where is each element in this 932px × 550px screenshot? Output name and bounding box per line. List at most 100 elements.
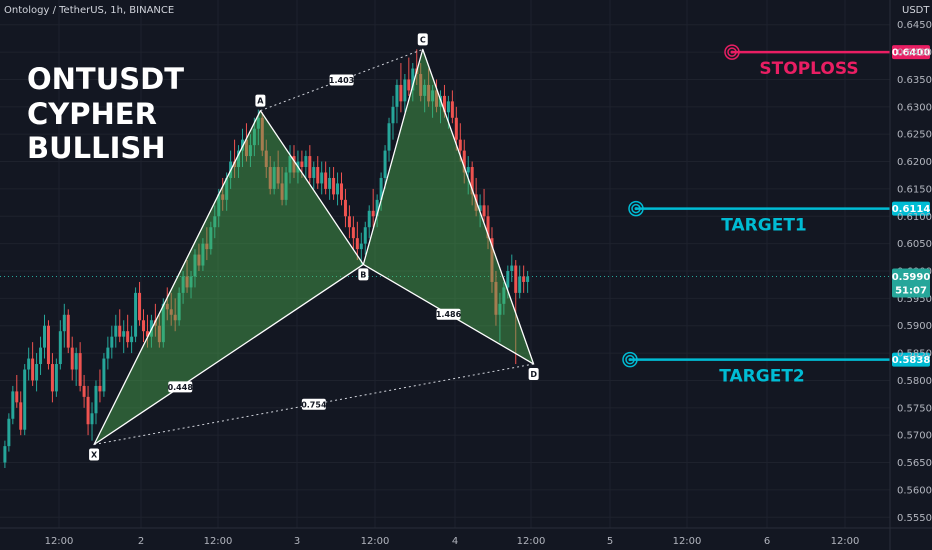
candle-body bbox=[328, 177, 332, 189]
candle-body bbox=[62, 314, 66, 332]
candle-body bbox=[126, 331, 130, 343]
candle-body bbox=[225, 177, 229, 200]
candle-body bbox=[161, 303, 165, 343]
candle-body bbox=[82, 385, 86, 397]
candle-body bbox=[395, 84, 399, 107]
candle-body bbox=[169, 309, 173, 315]
candle-body bbox=[506, 271, 510, 288]
candle-body bbox=[518, 276, 522, 293]
target-icon bbox=[622, 351, 638, 368]
candle-body bbox=[7, 418, 11, 447]
candle-body bbox=[173, 314, 177, 321]
candle-body bbox=[375, 199, 379, 217]
target-icon-ring bbox=[631, 203, 641, 214]
x-tick-label: 12:00 bbox=[517, 536, 546, 547]
price-levels: STOPLOSS 0.6400 TARGET1 0.6114 TARGET2 0.5838 bbox=[622, 44, 931, 387]
candle-body bbox=[324, 172, 328, 189]
candle-body bbox=[292, 156, 296, 173]
y-tick-label: 0.6300 bbox=[897, 102, 932, 113]
candle-body bbox=[336, 183, 340, 195]
candle-body bbox=[54, 364, 58, 392]
candle-body bbox=[35, 364, 39, 381]
candle-body bbox=[387, 123, 391, 151]
candle-body bbox=[308, 156, 312, 178]
candle-body bbox=[498, 303, 502, 315]
symbol-header: Ontology / TetherUS, 1h, BINANCE bbox=[4, 5, 174, 16]
point-badge bbox=[358, 268, 369, 281]
point-badge bbox=[255, 94, 266, 107]
candle-body bbox=[316, 167, 320, 184]
candle-body bbox=[90, 413, 94, 425]
candle-body bbox=[31, 358, 35, 381]
candle-body bbox=[379, 177, 383, 200]
candle-body bbox=[482, 205, 486, 217]
y-tick-label: 0.5550 bbox=[897, 513, 932, 524]
candle-body bbox=[442, 95, 446, 113]
candle-body bbox=[94, 385, 98, 414]
y-tick-label: 0.6150 bbox=[897, 184, 932, 195]
candle-body bbox=[114, 325, 118, 337]
candle-body bbox=[193, 254, 197, 277]
level-price-label: 0.6114 bbox=[892, 204, 931, 215]
point-badge bbox=[89, 448, 100, 461]
candle-body bbox=[213, 216, 217, 228]
y-tick-label: 0.5850 bbox=[897, 349, 932, 360]
candle-body bbox=[288, 156, 292, 173]
candle-body bbox=[320, 172, 324, 184]
title-line-1: ONTUSDT bbox=[27, 62, 184, 96]
candle-body bbox=[494, 281, 498, 315]
candle-body bbox=[264, 150, 268, 168]
candle-body bbox=[46, 325, 50, 365]
candle-body bbox=[11, 391, 15, 419]
candle-body bbox=[106, 347, 110, 359]
candle-body bbox=[351, 227, 355, 239]
level-price-tag bbox=[892, 45, 930, 60]
candle-body bbox=[363, 227, 367, 244]
x-tick-label: 12:00 bbox=[831, 536, 860, 547]
title-line-3: BULLISH bbox=[27, 131, 166, 165]
price-axis[interactable]: 0.6450 0.6400 0.6350 0.6300 0.6250 0.6200 0.61… bbox=[889, 0, 932, 550]
x-tick-label: 2 bbox=[138, 536, 144, 547]
title-line-2: CYPHER bbox=[27, 97, 157, 131]
candle-body bbox=[340, 183, 343, 200]
time-axis[interactable]: 12:00 2 12:00 3 12:00 4 12:00 5 12:00 6 12:00 bbox=[0, 527, 932, 547]
ratio-badge bbox=[168, 381, 193, 393]
candle-body bbox=[510, 265, 514, 271]
candle-body bbox=[98, 385, 102, 392]
candle-body bbox=[153, 320, 157, 326]
candle-body bbox=[431, 90, 435, 102]
candle-body bbox=[205, 243, 209, 250]
point-label-c: C bbox=[420, 35, 426, 44]
candle-body bbox=[399, 84, 403, 102]
current-price-label: 0.5990 bbox=[892, 272, 931, 283]
candle-body bbox=[23, 369, 27, 430]
candle-body bbox=[490, 238, 494, 282]
y-tick-label: 0.6250 bbox=[897, 130, 932, 141]
y-tick-label: 0.5900 bbox=[897, 321, 932, 332]
level-price-label: 0.6400 bbox=[892, 48, 931, 59]
candle-body bbox=[209, 227, 213, 250]
candle-body bbox=[332, 177, 336, 195]
point-label-b: B bbox=[360, 270, 366, 279]
candle-body bbox=[466, 167, 470, 173]
ratio-label: 0.448 bbox=[168, 383, 194, 392]
candle-body bbox=[435, 90, 439, 107]
y-tick-label: 0.6200 bbox=[897, 157, 932, 168]
x-tick-label: 12:00 bbox=[673, 536, 702, 547]
candle-body bbox=[304, 156, 308, 168]
candle-body bbox=[272, 167, 276, 189]
candle-body bbox=[423, 84, 427, 96]
y-tick-label: 0.6050 bbox=[897, 239, 932, 250]
candle-body bbox=[502, 287, 506, 304]
candle-body bbox=[478, 205, 482, 211]
x-tick-label: 5 bbox=[607, 536, 613, 547]
candle-body bbox=[403, 79, 407, 102]
y-tick-label: 0.5650 bbox=[897, 458, 932, 469]
candle-body bbox=[165, 303, 169, 310]
candle-body bbox=[514, 265, 518, 293]
y-tick-label: 0.5600 bbox=[897, 485, 932, 496]
candle-body bbox=[15, 391, 19, 403]
candle-body bbox=[122, 331, 126, 337]
